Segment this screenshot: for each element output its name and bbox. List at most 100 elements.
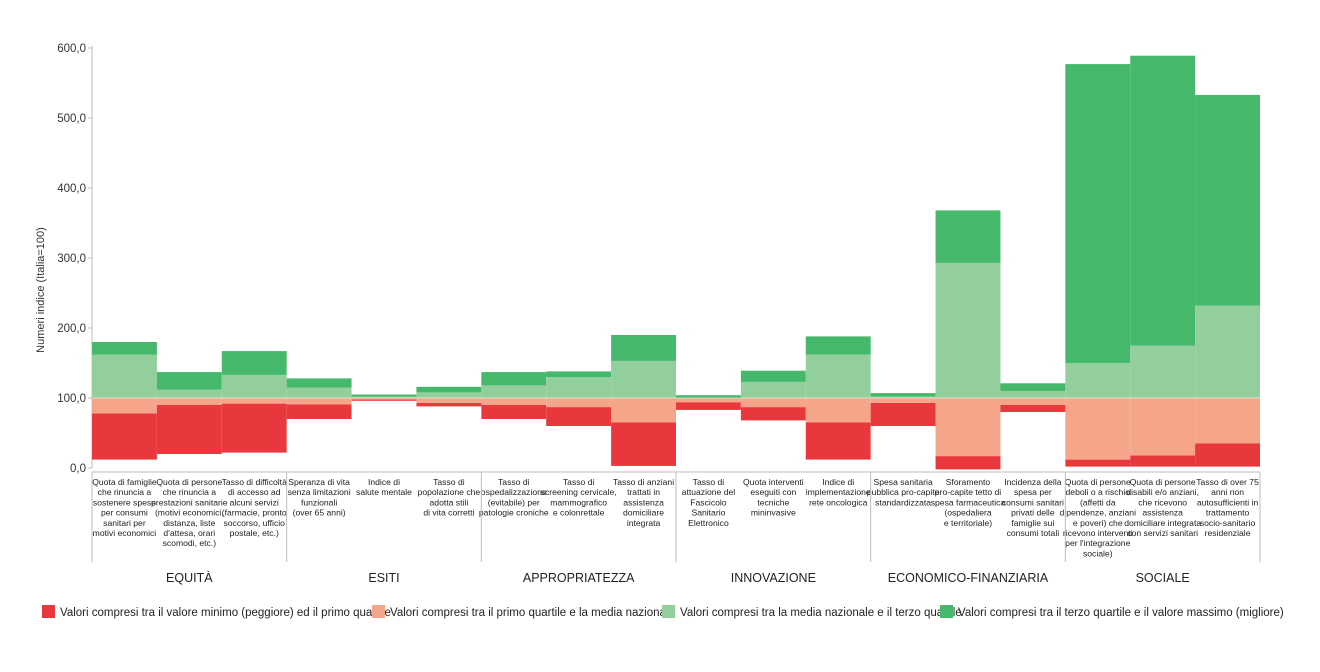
category-label-line: di accesso ad (228, 487, 281, 497)
category-label: Indice di implementazione rete oncologica (806, 477, 871, 507)
bar-segment-min-q1 (611, 422, 676, 466)
category-label-line: eseguiti con (750, 487, 796, 497)
bar-segment-q1-mean (351, 398, 417, 400)
bar-segment-mean-q3 (156, 389, 222, 398)
bar-segment-min-q1 (1130, 455, 1196, 467)
bar-segment-q3-max (1065, 64, 1131, 363)
category-label: Tasso di popolazione che adotta stili di vi… (418, 477, 481, 518)
bar-segment-mean-q3 (481, 385, 547, 398)
category-label-line: popolazione che (418, 487, 481, 497)
category-label-line: attuazione del (682, 487, 736, 497)
bar-segment-q3-max (351, 394, 417, 397)
category-label-line: ricevono interventi (1063, 528, 1133, 538)
category-label-line: mininvasive (751, 508, 796, 518)
bar-segment-mean-q3 (1130, 345, 1196, 398)
category-label-line: disabili e/o anziani, (1126, 487, 1199, 497)
legend-label: Valori compresi tra il valore minimo (pe… (60, 607, 391, 619)
bar-segment-mean-q3 (1065, 363, 1131, 398)
category-label-line: Quota di persone (156, 477, 222, 487)
bar-segment-min-q1 (1000, 405, 1066, 412)
category-label-line: per consumi (101, 508, 148, 518)
bar-segment-q3-max (611, 335, 676, 361)
category-label-line: (evitabile) per (488, 497, 540, 507)
category-label-line: autosufficienti in (1197, 497, 1259, 507)
category-label-line: Speranza di vita (288, 477, 350, 487)
bar-segment-mean-q3 (416, 392, 482, 398)
category-label-line: prestazioni sanitarie (151, 497, 228, 507)
category-label-line: consumi totali (1007, 528, 1060, 538)
y-axis-label: Numeri indice (Italia=100) (35, 227, 47, 353)
category-label-line: integrata (627, 518, 661, 528)
category-label-line: Quota di persone (1065, 477, 1131, 487)
category-label-line: Indice di (822, 477, 854, 487)
category-label-line: famiglie sui (1011, 518, 1054, 528)
bar-segment-q1-mean (870, 398, 936, 403)
bar-segment-q1-mean (416, 398, 482, 403)
bar-segment-min-q1 (740, 407, 806, 421)
legend-swatch (940, 605, 953, 618)
category-label-line: socio-sanitario (1200, 518, 1256, 528)
bar-segment-q1-mean (286, 398, 352, 405)
bar-segment-mean-q3 (351, 396, 417, 398)
category-label-line: implementazione (806, 487, 871, 497)
group-label: APPROPRIATEZZA (523, 571, 635, 585)
legend-label: Valori compresi tra il terzo quartile e … (958, 607, 1284, 619)
category-label: Quota di famiglie che rinuncia a sostenere… (92, 477, 157, 538)
bar-segment-q1-mean (935, 398, 1001, 457)
bar-segment-q3-max (286, 378, 352, 388)
group-label: SOCIALE (1136, 571, 1190, 585)
y-tick-label: 300,0 (57, 253, 86, 265)
category-label-line: d'attesa, orari (163, 528, 215, 538)
y-axis: 0,0 100,0 200,0 300,0 400,0 500,0 600,0 (57, 43, 93, 475)
category-label: Tasso di ospedalizzazione (evitabile) per p… (479, 477, 549, 518)
category-label-line: salute mentale (356, 487, 412, 497)
bar-segment-q3-max (740, 370, 806, 382)
y-tick-label: 400,0 (57, 183, 86, 195)
bar-segment-min-q1 (805, 422, 871, 460)
legend-swatch (662, 605, 675, 618)
category-label-line: Incidenza della (1004, 477, 1062, 487)
category-label-line: soccorso, ufficio (223, 518, 285, 528)
group-label: ESITI (368, 571, 399, 585)
category-label-line: Tasso di difficoltà (222, 477, 288, 487)
bar-segment-q1-mean (92, 398, 157, 414)
category-label: Tasso di screening cervicale, mammografico… (541, 477, 617, 518)
bar-segment-q1-mean (740, 398, 806, 408)
bar-segment-mean-q3 (1195, 305, 1260, 398)
category-label-line: privati delle (1011, 508, 1055, 518)
bar-segment-q1-mean (805, 398, 871, 423)
bar-segment-q3-max (416, 386, 482, 393)
category-label-line: che ricevono (1138, 497, 1187, 507)
category-label-line: e colonrettale (553, 508, 605, 518)
bar-segment-min-q1 (546, 407, 612, 426)
category-label-line: rete oncologica (809, 497, 868, 507)
category-label-line: (motivi economici, (155, 508, 224, 518)
category-label: Speranza di vita senza limitazioni funzion… (288, 477, 351, 518)
bar-segment-mean-q3 (740, 381, 806, 398)
bar-segment-q3-max (481, 372, 547, 386)
category-label-line: mammografico (550, 497, 607, 507)
bar-segment-min-q1 (286, 404, 352, 419)
category-label-line: pubblica pro-capite (867, 487, 940, 497)
category-label-line: dipendenze, anziani (1060, 508, 1137, 518)
category-label-line: che rinuncia a (163, 487, 217, 497)
bar-segment-q3-max (546, 371, 612, 377)
bar-segment-q1-mean (481, 398, 547, 405)
category-label-line: Sanitario (691, 508, 725, 518)
y-tick-label: 600,0 (57, 43, 86, 55)
category-label-line: senza limitazioni (288, 487, 351, 497)
category-label: Tasso di over 75 anni non autosufficienti … (1196, 477, 1259, 538)
legend: Valori compresi tra il valore minimo (pe… (42, 605, 1284, 619)
category-label-line: residenziale (1205, 528, 1251, 538)
category-label-line: anni non (1211, 487, 1244, 497)
category-label: Quota di persone deboli o a rischio (affet… (1060, 477, 1137, 558)
category-label-line: (affetti da (1080, 497, 1116, 507)
legend-swatch (372, 605, 385, 618)
bar-segment-q1-mean (156, 398, 222, 405)
y-tick-label: 100,0 (57, 393, 86, 405)
bar-segment-min-q1 (870, 402, 936, 426)
category-label-line: assistenza (1142, 508, 1183, 518)
category-label: Indice di salute mentale (356, 477, 412, 497)
category-label-line: per l'integrazione (1065, 538, 1130, 548)
